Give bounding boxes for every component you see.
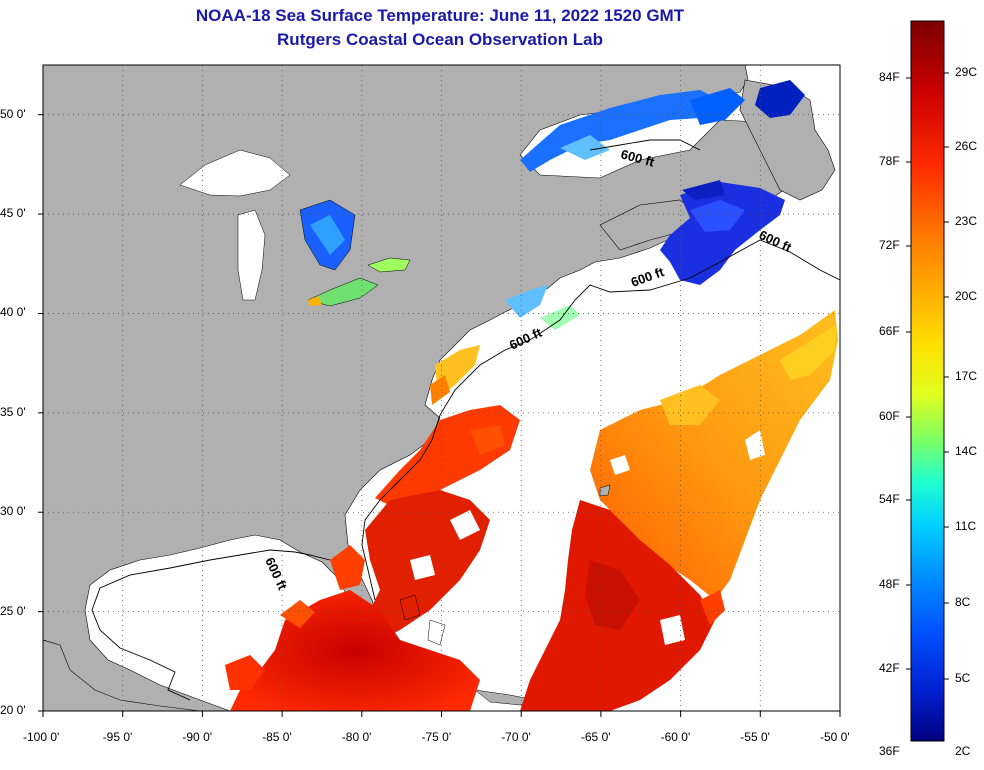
lat-tick-label: 40 0' (0, 305, 26, 320)
lon-tick-label: -70 0' (501, 730, 531, 744)
contour-600ft-atlantic (361, 239, 840, 601)
lon-tick-label: -100 0' (23, 730, 60, 744)
lon-tick-label: -75 0' (421, 730, 452, 744)
colorbar-label-f: 66F (879, 324, 900, 338)
sst-scotian-shelf (660, 182, 785, 285)
lat-tick-label: 45 0' (0, 206, 26, 221)
lon-tick-label: -95 0' (102, 730, 133, 744)
sst-gulf-st-lawrence (520, 90, 720, 172)
colorbar-label-c: 29C (955, 65, 978, 79)
sst-open-atlantic (590, 310, 838, 600)
lat-tick-label: 30 0' (0, 504, 26, 519)
colorbar-label-f: 78F (879, 154, 900, 168)
lon-tick-label: -60 0' (660, 730, 691, 744)
colorbar-label-f: 42F (879, 661, 900, 675)
lake-superior (179, 149, 291, 197)
lon-tick-label: -90 0' (182, 730, 213, 744)
colorbar-label-c: 5C (955, 671, 971, 685)
colorbar-label-c: 11C (955, 519, 977, 533)
lon-tick-label: -85 0' (262, 730, 292, 744)
colorbar (910, 20, 945, 742)
lat-tick-label: 20 0' (0, 703, 26, 717)
lake-michigan (237, 209, 266, 301)
lat-tick-label: 35 0' (0, 404, 26, 419)
lon-tick-label: -65 0' (580, 730, 611, 744)
colorbar-label-c: 23C (955, 214, 978, 228)
contour-600ft-north (589, 139, 701, 151)
lake-erie (307, 277, 379, 307)
colorbar-label-c: 14C (955, 444, 978, 458)
colorbar-label-f: 36F (879, 744, 900, 758)
lat-tick-label: 50 0' (0, 106, 26, 121)
map-subtitle: Rutgers Coastal Ocean Observation Lab (277, 30, 603, 49)
lake-ontario (367, 257, 411, 273)
colorbar-label-f: 60F (879, 409, 900, 423)
colorbar-label-c: 26C (955, 139, 978, 153)
colorbar-label-c: 2C (955, 744, 971, 758)
colorbar-label-f: 54F (879, 492, 900, 506)
lat-tick-label: 25 0' (0, 603, 26, 618)
land-yucatan (43, 639, 201, 711)
map-title: NOAA-18 Sea Surface Temperature: June 11… (195, 6, 685, 25)
colorbar-label-c: 8C (955, 595, 971, 609)
lon-tick-label: -50 0' (820, 730, 850, 744)
colorbar-label-c: 20C (955, 289, 978, 303)
colorbar-label-f: 48F (879, 577, 900, 591)
lon-tick-label: -55 0' (740, 730, 770, 744)
colorbar-label-f: 84F (879, 70, 900, 84)
colorbar-label-f: 72F (879, 238, 900, 252)
lon-tick-label: -80 0' (341, 730, 372, 744)
colorbar-label-c: 17C (955, 369, 978, 383)
